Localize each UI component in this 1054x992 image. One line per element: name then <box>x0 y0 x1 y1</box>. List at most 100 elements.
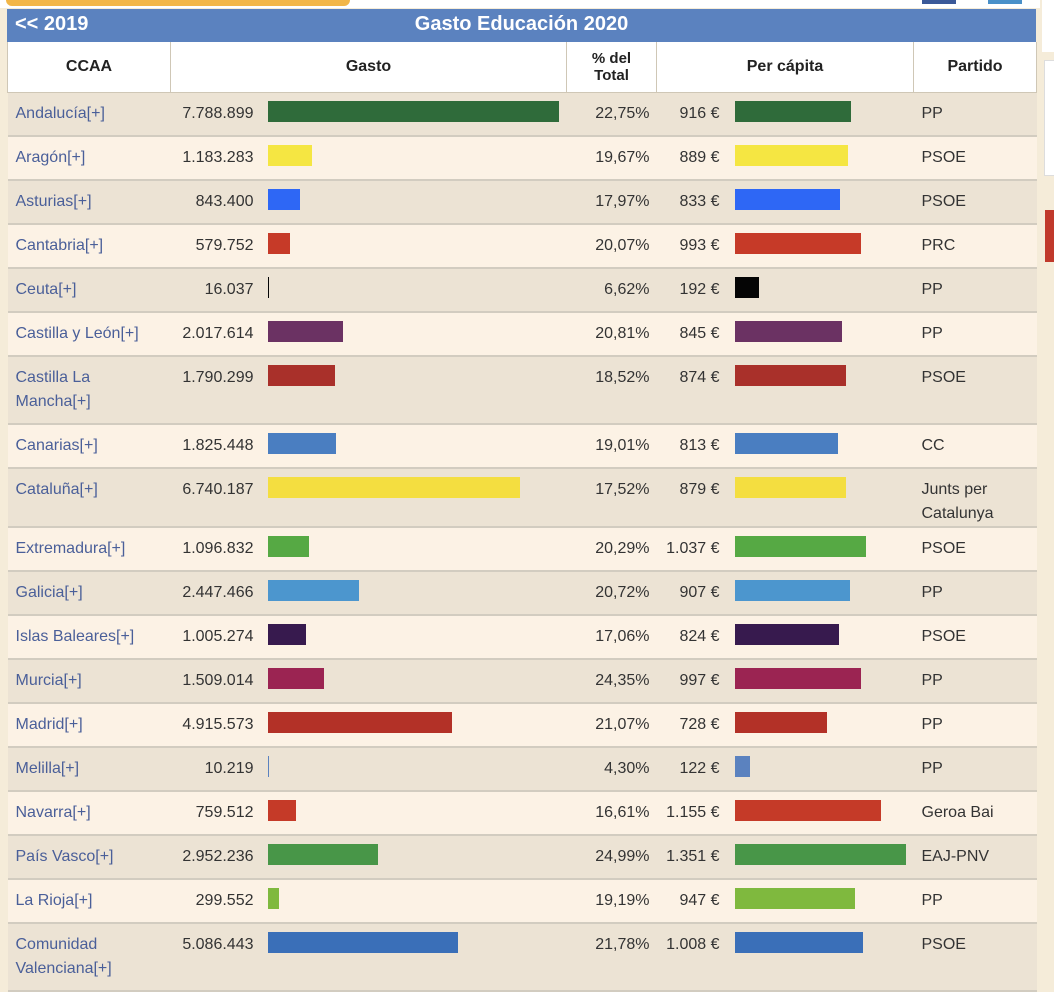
table-row: Murcia[+] 1.509.014 24,35% 997 € PP <box>7 659 1037 704</box>
region-link[interactable]: Cantabria[+] <box>15 237 104 254</box>
region-link[interactable]: Madrid[+] <box>15 716 83 733</box>
cell-percapita: 833 € <box>656 180 914 225</box>
table-row: Galicia[+] 2.447.466 20,72% 907 € PP <box>7 571 1037 616</box>
cell-percapita: 997 € <box>656 659 914 704</box>
region-link[interactable]: Ceuta[+] <box>15 281 77 298</box>
percapita-value: 997 € <box>679 672 720 689</box>
region-link[interactable]: Islas Baleares[+] <box>15 628 135 645</box>
table-row: Canarias[+] 1.825.448 19,01% 813 € CC <box>7 424 1037 469</box>
cell-percapita: 916 € <box>656 92 914 137</box>
cell-partido: PRC <box>913 224 1037 269</box>
top-tab[interactable] <box>6 0 350 6</box>
cell-partido: PP <box>913 659 1037 704</box>
cell-partido: CC <box>913 424 1037 469</box>
cell-ccaa: Islas Baleares[+] <box>7 615 171 660</box>
gasto-value: 4.915.573 <box>182 716 254 733</box>
region-link[interactable]: Castilla y León[+] <box>15 325 139 342</box>
cell-pct-total: 17,97% <box>566 180 657 225</box>
percapita-value: 993 € <box>679 237 720 254</box>
table-row: Cantabria[+] 579.752 20,07% 993 € PRC <box>7 224 1037 269</box>
gasto-bar <box>267 712 452 733</box>
header-partido[interactable]: Partido <box>913 42 1037 93</box>
region-link[interactable]: Andalucía[+] <box>15 105 105 122</box>
region-link[interactable]: Murcia[+] <box>15 672 82 689</box>
region-link[interactable]: País Vasco[+] <box>15 848 114 865</box>
gasto-value: 2.017.614 <box>182 325 254 342</box>
cell-percapita: 879 € <box>656 468 914 528</box>
share-icon[interactable] <box>988 0 1022 4</box>
cell-gasto: 1.183.283 <box>170 136 567 181</box>
cell-percapita: 1.037 € <box>656 527 914 572</box>
cell-gasto: 5.086.443 <box>170 923 567 992</box>
region-link[interactable]: Comunidad Valenciana[+] <box>15 936 112 977</box>
gasto-value: 1.790.299 <box>182 369 254 386</box>
region-link[interactable]: Cataluña[+] <box>15 481 98 498</box>
region-link[interactable]: Castilla La Mancha[+] <box>15 369 91 410</box>
gasto-bar <box>267 477 520 498</box>
cell-percapita: 728 € <box>656 703 914 748</box>
cell-ccaa: Galicia[+] <box>7 571 171 616</box>
cell-percapita: 993 € <box>656 224 914 269</box>
percapita-bar <box>734 932 863 953</box>
region-link[interactable]: Asturias[+] <box>15 193 92 210</box>
table-row: Islas Baleares[+] 1.005.274 17,06% 824 € PSO… <box>7 615 1037 660</box>
cell-partido: PSOE <box>913 136 1037 181</box>
region-link[interactable]: Galicia[+] <box>15 584 83 601</box>
region-link[interactable]: La Rioja[+] <box>15 892 93 909</box>
region-link[interactable]: Aragón[+] <box>15 149 86 166</box>
gasto-value: 759.512 <box>195 804 254 821</box>
cell-pct-total: 4,30% <box>566 747 657 792</box>
percapita-value: 845 € <box>679 325 720 342</box>
percapita-bar <box>734 756 750 777</box>
cell-ccaa: La Rioja[+] <box>7 879 171 924</box>
side-panel <box>1044 60 1054 176</box>
gasto-bar <box>267 624 306 645</box>
gasto-value: 2.447.466 <box>182 584 254 601</box>
gasto-bar <box>267 433 336 454</box>
gasto-bar <box>267 536 309 557</box>
percapita-value: 728 € <box>679 716 720 733</box>
table-row: Melilla[+] 10.219 4,30% 122 € PP <box>7 747 1037 792</box>
cell-pct-total: 22,75% <box>566 92 657 137</box>
table-row: Asturias[+] 843.400 17,97% 833 € PSOE <box>7 180 1037 225</box>
cell-percapita: 1.351 € <box>656 835 914 880</box>
cell-pct-total: 20,29% <box>566 527 657 572</box>
cell-ccaa: Navarra[+] <box>7 791 171 836</box>
cell-pct-total: 20,07% <box>566 224 657 269</box>
cell-partido: Geroa Bai <box>913 791 1037 836</box>
percapita-value: 874 € <box>679 369 720 386</box>
region-link[interactable]: Extremadura[+] <box>15 540 126 557</box>
cell-gasto: 2.017.614 <box>170 312 567 357</box>
cell-pct-total: 21,78% <box>566 923 657 992</box>
header-ccaa[interactable]: CCAA <box>7 42 171 93</box>
header-pct-line1: % del <box>591 50 632 67</box>
gasto-value: 299.552 <box>195 892 254 909</box>
header-pct[interactable]: % del Total <box>566 42 657 93</box>
cell-gasto: 1.005.274 <box>170 615 567 660</box>
gasto-bar <box>267 888 279 909</box>
spending-table: CCAA Gasto% del Total Per cápita Partido And… <box>7 42 1037 992</box>
percapita-value: 879 € <box>679 481 720 498</box>
header-percapita[interactable]: Per cápita <box>656 42 914 93</box>
percapita-bar <box>734 536 866 557</box>
cell-ccaa: Aragón[+] <box>7 136 171 181</box>
cell-ccaa: País Vasco[+] <box>7 835 171 880</box>
cell-partido: PSOE <box>913 180 1037 225</box>
cell-pct-total: 17,52% <box>566 468 657 528</box>
cell-pct-total: 18,52% <box>566 356 657 425</box>
cell-partido: PP <box>913 268 1037 313</box>
cell-gasto: 299.552 <box>170 879 567 924</box>
side-panel-top <box>1042 0 1054 52</box>
region-link[interactable]: Canarias[+] <box>15 437 98 454</box>
cell-percapita: 824 € <box>656 615 914 660</box>
region-link[interactable]: Navarra[+] <box>15 804 91 821</box>
previous-year-link[interactable]: << 2019 <box>15 13 89 35</box>
table-row: Aragón[+] 1.183.283 19,67% 889 € PSOE <box>7 136 1037 181</box>
header-gasto[interactable]: Gasto <box>170 42 567 93</box>
gasto-value: 16.037 <box>204 281 254 298</box>
facebook-icon[interactable] <box>922 0 956 4</box>
region-link[interactable]: Melilla[+] <box>15 760 80 777</box>
percapita-bar <box>734 580 850 601</box>
cell-pct-total: 19,19% <box>566 879 657 924</box>
percapita-value: 824 € <box>679 628 720 645</box>
